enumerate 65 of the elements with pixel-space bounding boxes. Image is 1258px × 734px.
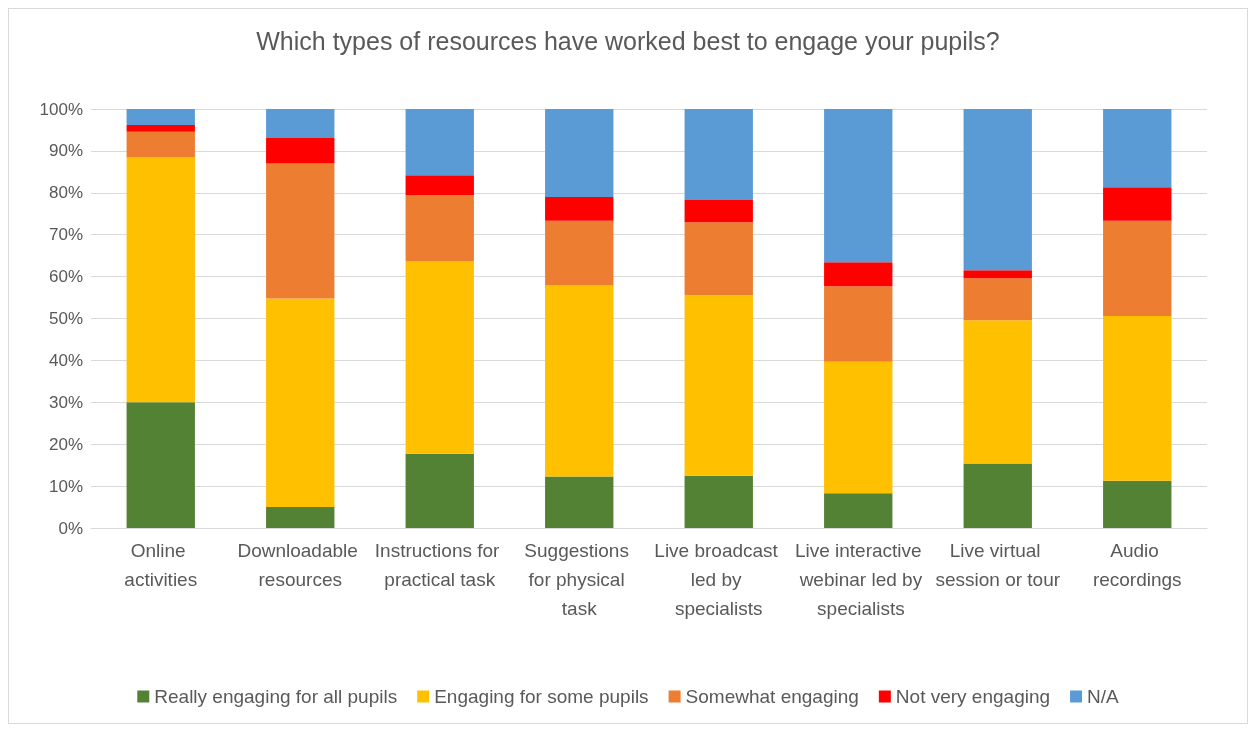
y-tick-label: 80%	[48, 183, 83, 203]
bar	[545, 220, 614, 286]
y-tick-label: 30%	[48, 392, 83, 412]
bar	[405, 175, 474, 196]
y-tick-label: 70%	[48, 225, 83, 245]
bar	[545, 196, 614, 221]
bar	[1103, 109, 1172, 188]
y-tick-label: 20%	[48, 434, 83, 454]
bar	[684, 199, 753, 223]
bar	[1103, 187, 1172, 221]
bar	[824, 109, 893, 263]
bar	[1103, 480, 1172, 528]
y-tick-label: 60%	[48, 267, 83, 287]
bar	[963, 278, 1032, 321]
bar	[126, 157, 195, 403]
bar	[684, 109, 753, 200]
bar	[545, 285, 614, 477]
bar	[684, 295, 753, 476]
bar	[684, 222, 753, 296]
bar	[963, 270, 1032, 279]
legend-label: Somewhat engaging	[685, 686, 859, 707]
bar	[824, 361, 893, 494]
bar	[126, 109, 195, 125]
bar	[126, 124, 195, 132]
legend-label: Really engaging for all pupils	[154, 686, 398, 707]
chart-title: Which types of resources have worked best to engage your pupils?	[256, 26, 1000, 55]
bar	[963, 320, 1032, 464]
legend-label: N/A	[1087, 686, 1120, 707]
y-tick-label: 10%	[48, 476, 83, 496]
bar	[266, 507, 335, 528]
bar	[405, 261, 474, 454]
bar	[824, 493, 893, 528]
bar	[405, 453, 474, 528]
x-tick-label: Downloadable resources	[237, 540, 364, 590]
bar	[266, 137, 335, 164]
bar	[405, 195, 474, 262]
bar	[963, 109, 1032, 271]
bar	[1103, 220, 1172, 316]
x-tick-label: Live broadcast led by specialists	[654, 540, 784, 619]
y-tick-label: 50%	[48, 309, 83, 328]
legend-label: Not very engaging	[895, 686, 1051, 707]
bar	[126, 131, 195, 158]
y-tick-label: 100%	[39, 99, 83, 119]
bar	[126, 402, 195, 528]
bar	[545, 476, 614, 528]
bar	[824, 286, 893, 362]
x-tick-label: Suggestions for physical task	[524, 540, 635, 619]
bar	[824, 262, 893, 287]
x-tick-label: Instructions for practical task	[374, 540, 505, 590]
bar	[266, 109, 335, 138]
bar	[1103, 315, 1172, 481]
x-tick-label: Audio recordings	[1092, 540, 1182, 590]
x-tick-label: Live virtual session or tour	[935, 540, 1061, 590]
x-tick-label: Live interactive webinar led by specialists	[794, 540, 923, 619]
bar	[684, 475, 753, 528]
bar	[266, 163, 335, 299]
x-tick-label: Online activities	[124, 540, 198, 590]
y-tick-label: 90%	[48, 141, 83, 161]
bar	[266, 298, 335, 508]
bar	[545, 109, 614, 197]
y-tick-label: 0%	[58, 518, 83, 538]
y-tick-label: 40%	[48, 350, 83, 370]
bar	[963, 463, 1032, 528]
legend-label: Engaging for some pupils	[434, 686, 649, 707]
bar	[405, 109, 474, 176]
